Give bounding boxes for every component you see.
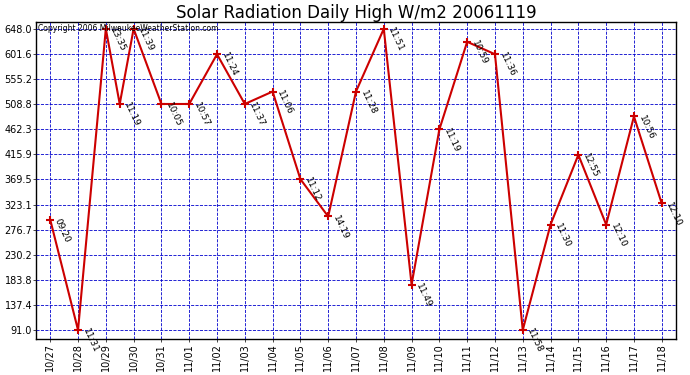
Text: 11:12: 11:12	[303, 176, 322, 204]
Text: 11:06: 11:06	[275, 89, 295, 116]
Text: 12:10: 12:10	[609, 222, 628, 249]
Text: 09:20: 09:20	[53, 217, 72, 244]
Text: 11:51: 11:51	[386, 26, 406, 53]
Title: Solar Radiation Daily High W/m2 20061119: Solar Radiation Daily High W/m2 20061119	[176, 4, 536, 22]
Text: 11:28: 11:28	[359, 89, 378, 116]
Text: 11:58: 11:58	[526, 327, 544, 354]
Text: 11:37: 11:37	[248, 101, 266, 129]
Text: 12:10: 12:10	[664, 201, 684, 228]
Text: 11:19: 11:19	[442, 127, 461, 154]
Text: 14:19: 14:19	[331, 214, 350, 241]
Text: Copyright 2006 MilwaukeeWeatherStation.com: Copyright 2006 MilwaukeeWeatherStation.c…	[38, 24, 218, 33]
Text: 10:56: 10:56	[637, 114, 656, 141]
Text: 11:24: 11:24	[220, 51, 239, 78]
Text: 11:36: 11:36	[497, 51, 517, 79]
Text: 10:57: 10:57	[192, 101, 211, 129]
Text: 11:31: 11:31	[81, 327, 100, 354]
Text: 13:35: 13:35	[108, 26, 128, 53]
Text: 11:30: 11:30	[553, 222, 573, 249]
Text: 10:59: 10:59	[470, 39, 489, 66]
Text: 11:49: 11:49	[415, 282, 433, 309]
Text: 11:19: 11:19	[123, 101, 141, 129]
Text: 11:39: 11:39	[137, 26, 155, 53]
Text: 12:55: 12:55	[581, 152, 600, 179]
Text: 10:05: 10:05	[164, 101, 184, 129]
